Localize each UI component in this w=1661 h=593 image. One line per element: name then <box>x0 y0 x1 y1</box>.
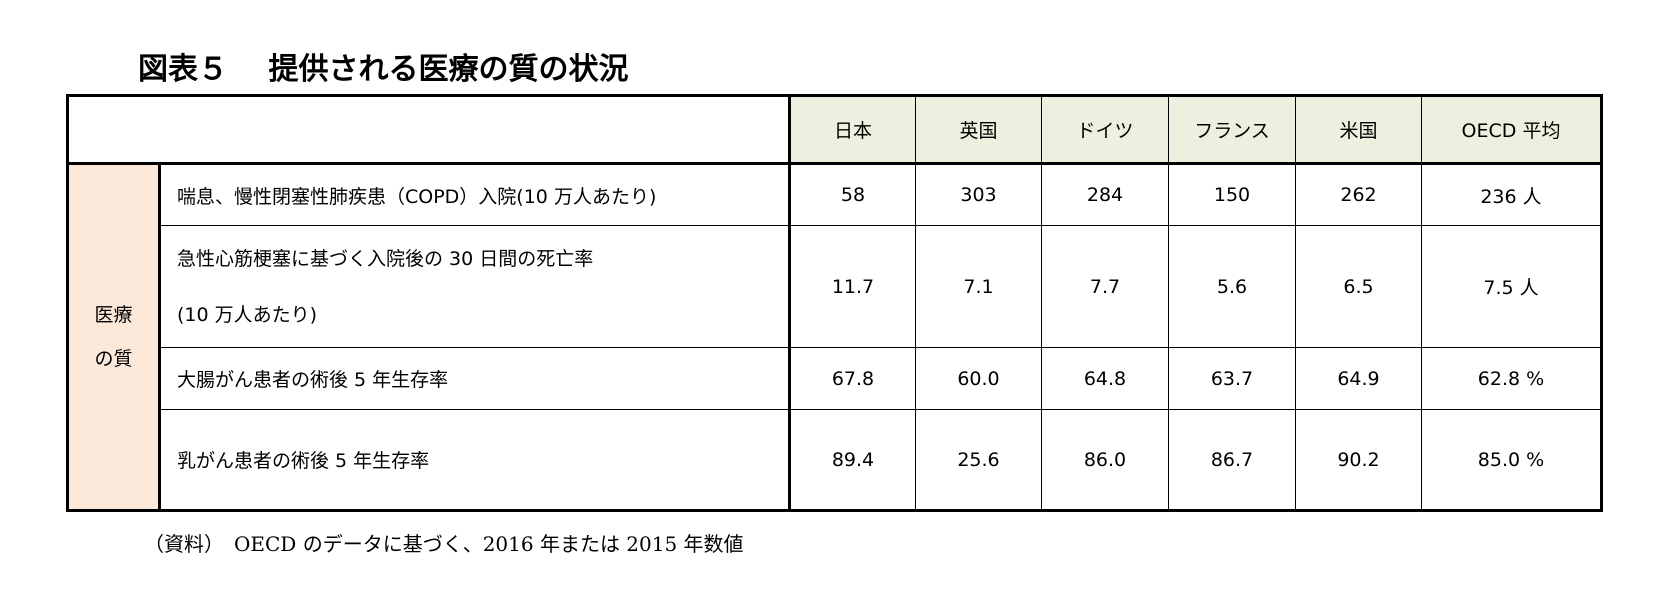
value-cell: 150 <box>1168 163 1296 226</box>
header-row: 日本 英国 ドイツ フランス 米国 OECD 平均 <box>67 95 1602 165</box>
value-cell: 67.8 <box>789 347 916 410</box>
value-cell: 85.0 % <box>1421 409 1602 511</box>
value-cell: 5.6 <box>1168 225 1296 348</box>
table: 日本 英国 ドイツ フランス 米国 OECD 平均 医療 の質 喘息、慢性閉塞性肺疾患（COPD… <box>66 94 1603 512</box>
row-label-line: (10 万人あたり) <box>177 303 318 326</box>
value-cell: 89.4 <box>789 409 916 511</box>
value-cell: 58 <box>789 163 916 226</box>
row-label: 大腸がん患者の術後 5 年生存率 <box>159 347 791 410</box>
value-cell: 86.0 <box>1041 409 1169 511</box>
row: 医療 の質 喘息、慢性閉塞性肺疾患（COPD）入院(10 万人あたり) 58 303 28… <box>67 163 1602 511</box>
header-cell: 米国 <box>1295 95 1422 165</box>
header-cell: 英国 <box>915 95 1042 165</box>
header-blank <box>67 95 791 165</box>
row-label: 急性心筋梗塞に基づく入院後の 30 日間の死亡率 (10 万人あたり) <box>159 225 791 348</box>
value-cell: 60.0 <box>915 347 1042 410</box>
header-cell: ドイツ <box>1041 95 1169 165</box>
group-label: の質 <box>94 348 133 370</box>
row-label-line: 喘息、慢性閉塞性肺疾患（COPD）入院(10 万人あたり) <box>177 185 657 208</box>
row-label: 乳がん患者の術後 5 年生存率 <box>159 409 791 511</box>
row: 大腸がん患者の術後 5 年生存率 67.8 60.0 64.8 63.7 64.9 62.8… <box>68 347 1602 410</box>
note: （資料） OECD のデータに基づく、2016 年または 2015 年数値 <box>144 532 744 556</box>
value-cell: 64.8 <box>1041 347 1169 410</box>
value-cell: 284 <box>1041 163 1169 226</box>
header-cell: OECD 平均 <box>1421 95 1602 165</box>
row: 乳がん患者の術後 5 年生存率 89.4 25.6 86.0 86.7 90.2 85.0 … <box>68 409 1602 511</box>
value-cell: 11.7 <box>789 225 916 348</box>
value-cell: 7.5 人 <box>1421 225 1602 348</box>
value-cell: 62.8 % <box>1421 347 1602 410</box>
value-cell: 25.6 <box>915 409 1042 511</box>
group-label: 医療 <box>94 304 133 326</box>
value-cell: 64.9 <box>1295 347 1422 410</box>
row-label: 喘息、慢性閉塞性肺疾患（COPD）入院(10 万人あたり) <box>159 163 791 226</box>
header-cell: フランス <box>1168 95 1296 165</box>
row-label-line: 急性心筋梗塞に基づく入院後の 30 日間の死亡率 <box>177 247 594 270</box>
row: 急性心筋梗塞に基づく入院後の 30 日間の死亡率 (10 万人あたり) 11.7 7.… <box>68 225 1602 348</box>
value-cell: 303 <box>915 163 1042 226</box>
value-cell: 7.7 <box>1041 225 1169 348</box>
value-cell: 63.7 <box>1168 347 1296 410</box>
value-cell: 90.2 <box>1295 409 1422 511</box>
value-cell: 86.7 <box>1168 409 1296 511</box>
header-cell: 日本 <box>789 95 916 165</box>
value-cell: 262 <box>1295 163 1422 226</box>
group-cell: 医療 の質 <box>67 163 161 511</box>
value-cell: 236 人 <box>1421 163 1602 226</box>
value-cell: 7.1 <box>915 225 1042 348</box>
value-cell: 6.5 <box>1295 225 1422 348</box>
title: 図表５ 提供される医療の質の状況 <box>138 52 629 87</box>
row-label-line: 乳がん患者の術後 5 年生存率 <box>177 450 430 472</box>
row-label-line: 大腸がん患者の術後 5 年生存率 <box>177 369 449 391</box>
